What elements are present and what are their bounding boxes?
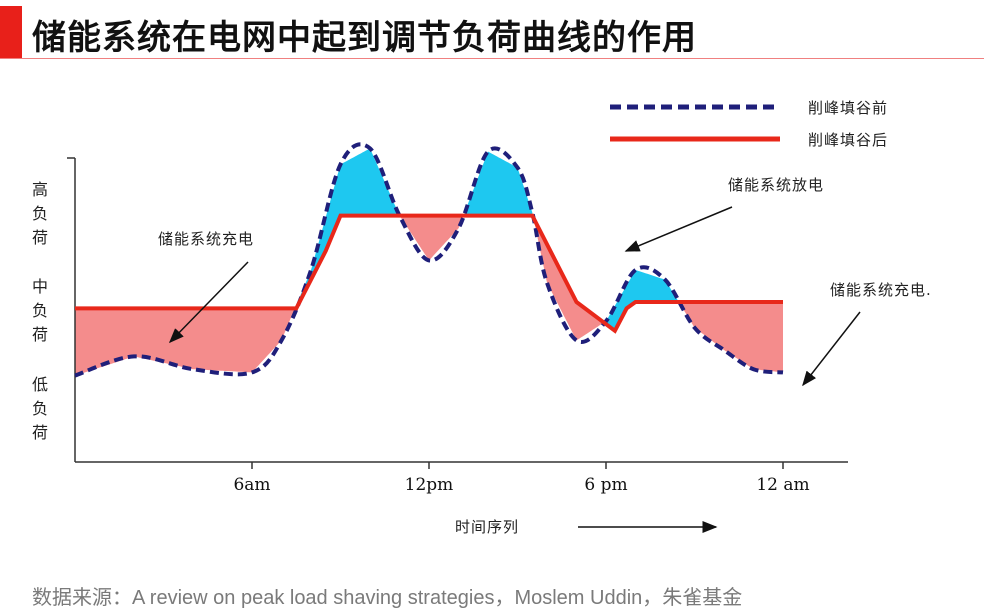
series-after-line [75, 213, 783, 334]
legend-before-label: 削峰填谷前 [808, 99, 888, 117]
legend: 削峰填谷前 削峰填谷后 [610, 99, 888, 149]
y-label-high: 高负荷 [32, 180, 48, 247]
svg-text:高负荷: 高负荷 [32, 180, 48, 247]
charge-area [75, 308, 295, 376]
x-tick-label: 6am [233, 475, 270, 495]
fill-layer [75, 148, 783, 376]
source-note: 数据来源：A review on peak load shaving strat… [32, 587, 743, 609]
page-title: 储能系统在电网中起到调节负荷曲线的作用 [32, 18, 697, 58]
annotation-discharge: 储能系统放电 [728, 176, 824, 194]
x-ticks: 6am 12pm 6 pm 12 am [233, 462, 810, 495]
y-label-low: 低负荷 [32, 375, 48, 442]
x-tick-label: 6 pm [584, 475, 627, 495]
annotation-arrow-charge-right [802, 311, 861, 387]
title-divider [0, 58, 984, 59]
annotation-charge-right: 储能系统充电. [830, 281, 932, 299]
annotation-arrow-charge-left [168, 261, 249, 344]
charge-area [399, 215, 463, 261]
svg-text:中负荷: 中负荷 [32, 277, 48, 344]
annotation-arrow-discharge [624, 206, 733, 252]
charge-area [679, 302, 783, 373]
discharge-area [296, 148, 398, 309]
y-label-mid: 中负荷 [32, 277, 48, 344]
title-bar: 储能系统在电网中起到调节负荷曲线的作用 [0, 6, 984, 59]
x-tick-label: 12pm [405, 475, 454, 495]
series-before-line [74, 142, 784, 378]
x-tick-label: 12 am [756, 475, 809, 495]
legend-after-label: 削峰填谷后 [808, 131, 888, 149]
svg-text:低负荷: 低负荷 [32, 375, 48, 442]
x-axis-label: 时间序列 [455, 518, 519, 536]
title-accent-bar [0, 6, 22, 58]
annotation-charge-left: 储能系统充电 [158, 230, 254, 248]
